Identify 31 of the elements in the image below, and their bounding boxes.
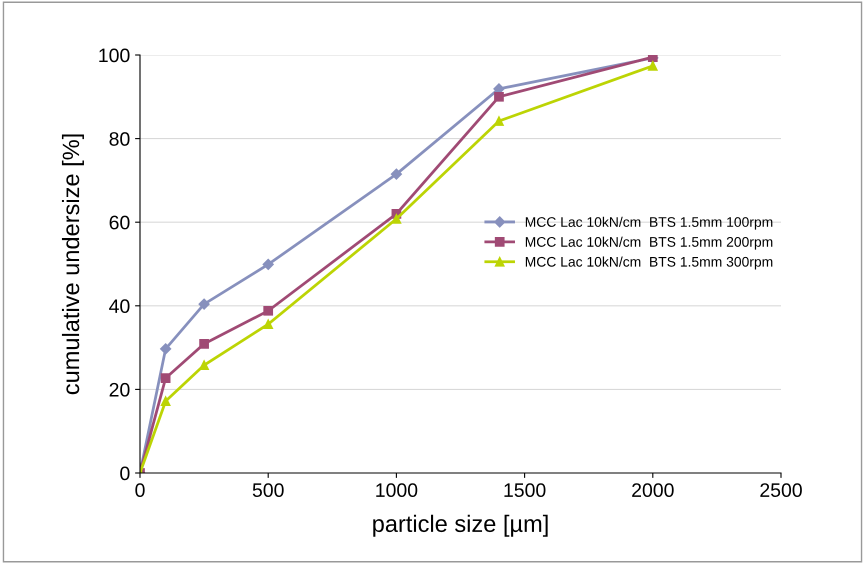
point: [263, 319, 274, 330]
y-axis-title: cumulative undersize [%]: [62, 134, 84, 394]
point: [390, 168, 402, 180]
point: [494, 116, 504, 126]
point: [199, 360, 209, 370]
legend-label: MCC Lac 10kN/cm BTS 1.5mm 300rpm: [526, 256, 772, 270]
x-tick-label: 2000: [632, 483, 674, 498]
y-tick-label: 40: [109, 299, 130, 314]
point: [392, 214, 402, 224]
x-tick-label: 2500: [760, 483, 802, 498]
point: [160, 396, 170, 406]
point: [648, 61, 658, 71]
y-tick-label: 20: [110, 382, 130, 397]
point: [160, 373, 170, 383]
point: [199, 338, 209, 349]
x-tick-label: 0: [135, 483, 145, 498]
legend-label: MCC Lac 10kN/cm BTS 1.5mm 100rpm: [526, 216, 772, 230]
x-axis-title: particle size [µm]: [373, 514, 548, 537]
point: [160, 343, 172, 354]
x-tick-label: 500: [252, 483, 284, 498]
x-tick-label: 1500: [504, 483, 546, 498]
point: [262, 258, 274, 270]
legend-label: MCC Lac 10kN/cm BTS 1.5mm 200rpm: [526, 236, 772, 250]
y-tick-label: 80: [109, 132, 130, 146]
point: [263, 306, 274, 316]
point: [198, 298, 210, 310]
y-tick-label: 0: [120, 466, 130, 480]
x-tick-label: 1000: [376, 483, 418, 498]
point: [494, 92, 504, 102]
y-tick-label: 100: [99, 48, 130, 62]
y-tick-label: 60: [110, 216, 130, 230]
